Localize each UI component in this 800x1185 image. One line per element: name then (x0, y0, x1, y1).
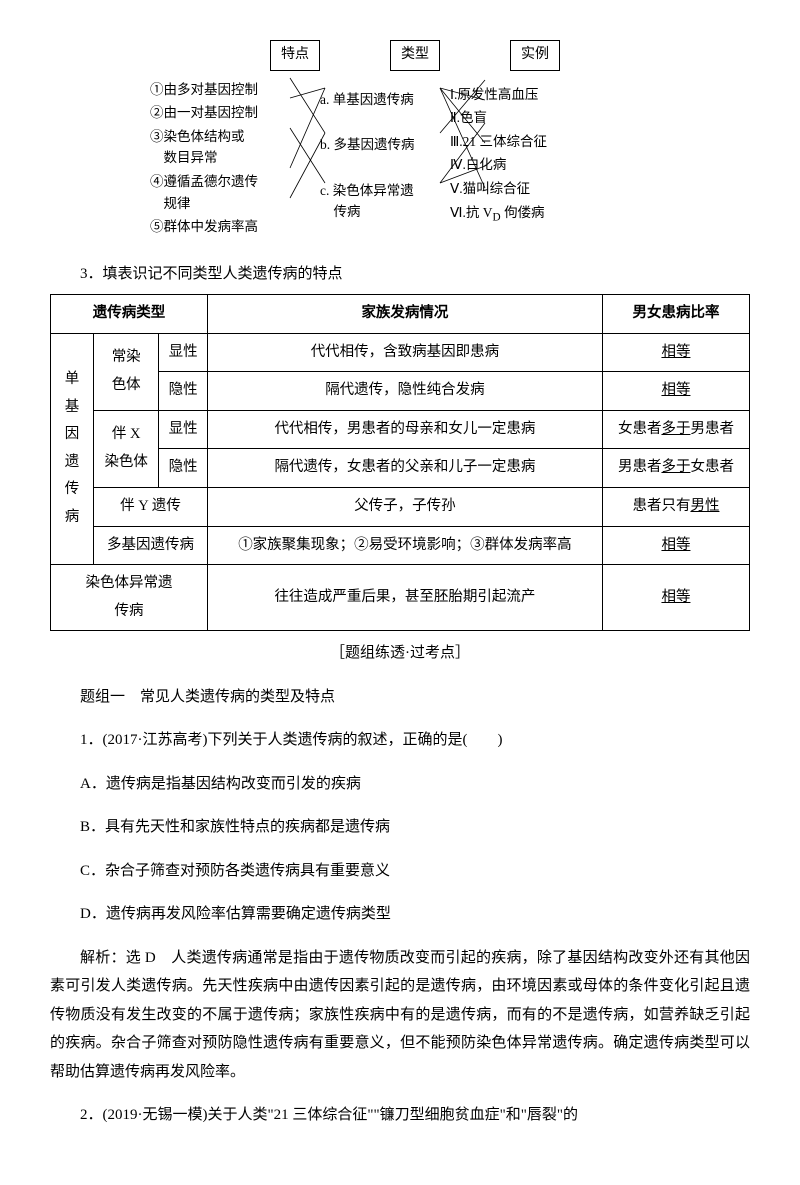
family-cell: 隔代遗传，隐性纯合发病 (207, 372, 602, 411)
answer-explanation: 解析：选 D 人类遗传病通常是指由于遗传物质改变而引起的疾病，除了基因结构改变外… (50, 944, 750, 1087)
option-a: A．遗传病是指基因结构改变而引发的疾病 (50, 770, 750, 799)
trait-cell: 隐性 (159, 372, 208, 411)
ratio-cell: 相等 (602, 565, 749, 631)
diagram-right-col: Ⅰ.原发性高血压 Ⅱ.色盲 Ⅲ.21 三体综合征 Ⅳ.白化病 Ⅴ.猫叫综合征 Ⅵ… (450, 79, 610, 240)
type-item: c. 染色体异常遗 传病 (320, 180, 450, 223)
diagram-mid-col: a. 单基因遗传病 b. 多基因遗传病 c. 染色体异常遗 传病 (320, 79, 450, 240)
question-stem: 2．(2019·无锡一模)关于人类"21 三体综合征""镰刀型细胞贫血症"和"唇… (50, 1101, 750, 1130)
option-b: B．具有先天性和家族性特点的疾病都是遗传病 (50, 813, 750, 842)
genetic-disease-table: 遗传病类型 家族发病情况 男女患病比率 单基因遗传病 常染色体 显性 代代相传，… (50, 294, 750, 631)
feature-item: ③染色体结构或 数目异常 (150, 126, 320, 169)
example-item: Ⅲ.21 三体综合征 (450, 131, 610, 153)
type-item: b. 多基因遗传病 (320, 134, 450, 156)
feature-item: ④遵循孟德尔遗传 规律 (150, 171, 320, 214)
family-cell: 隔代遗传，女患者的父亲和儿子一定患病 (207, 449, 602, 488)
subcat-cell: 伴 Y 遗传 (94, 487, 208, 526)
section-title: 3．填表识记不同类型人类遗传病的特点 (50, 260, 750, 289)
diagram-header: 实例 (510, 40, 560, 71)
example-item: Ⅱ.色盲 (450, 107, 610, 129)
ratio-cell: 相等 (602, 372, 749, 411)
diagram-header: 特点 (270, 40, 320, 71)
diagram-left-col: ①由多对基因控制 ②由一对基因控制 ③染色体结构或 数目异常 ④遵循孟德尔遗传 … (150, 79, 320, 240)
subcat-cell: 多基因遗传病 (94, 526, 208, 565)
trait-cell: 显性 (159, 333, 208, 372)
feature-item: ①由多对基因控制 (150, 79, 320, 101)
group-title: 题组一 常见人类遗传病的类型及特点 (50, 683, 750, 712)
table-header: 遗传病类型 (51, 295, 208, 334)
table-header: 男女患病比率 (602, 295, 749, 334)
feature-item: ②由一对基因控制 (150, 102, 320, 124)
option-d: D．遗传病再发风险率估算需要确定遗传病类型 (50, 900, 750, 929)
diagram-columns: ①由多对基因控制 ②由一对基因控制 ③染色体结构或 数目异常 ④遵循孟德尔遗传 … (150, 79, 650, 240)
diagram-header: 类型 (390, 40, 440, 71)
feature-item: ⑤群体中发病率高 (150, 216, 320, 238)
trait-cell: 显性 (159, 410, 208, 449)
subcat-cell: 常染色体 (94, 333, 159, 410)
family-cell: 代代相传，含致病基因即患病 (207, 333, 602, 372)
question-stem: 1．(2017·江苏高考)下列关于人类遗传病的叙述，正确的是( ) (50, 726, 750, 755)
family-cell: 往往造成严重后果，甚至胚胎期引起流产 (207, 565, 602, 631)
ratio-cell: 相等 (602, 526, 749, 565)
bracket-note: ［题组练透·过考点］ (50, 639, 750, 668)
category-cell: 染色体异常遗传病 (51, 565, 208, 631)
example-item: Ⅰ.原发性高血压 (450, 84, 610, 106)
example-item: Ⅳ.白化病 (450, 154, 610, 176)
type-item: a. 单基因遗传病 (320, 89, 450, 111)
option-c: C．杂合子筛查对预防各类遗传病具有重要意义 (50, 857, 750, 886)
table-header: 家族发病情况 (207, 295, 602, 334)
ratio-cell: 患者只有男性 (602, 487, 749, 526)
trait-cell: 隐性 (159, 449, 208, 488)
category-cell: 单基因遗传病 (51, 333, 94, 564)
diagram-header-row: 特点 类型 实例 (150, 40, 650, 71)
example-item: Ⅵ.抗 VD 佝偻病 (450, 202, 610, 227)
example-item: Ⅴ.猫叫综合征 (450, 178, 610, 200)
family-cell: 父传子，子传孙 (207, 487, 602, 526)
ratio-cell: 男患者多于女患者 (602, 449, 749, 488)
family-cell: ①家族聚集现象；②易受环境影响；③群体发病率高 (207, 526, 602, 565)
ratio-cell: 相等 (602, 333, 749, 372)
subcat-cell: 伴 X染色体 (94, 410, 159, 487)
concept-diagram: 特点 类型 实例 ①由多对基因控制 ②由一对基因控制 ③染色体结构或 数目异常 … (150, 40, 650, 240)
family-cell: 代代相传，男患者的母亲和女儿一定患病 (207, 410, 602, 449)
ratio-cell: 女患者多于男患者 (602, 410, 749, 449)
